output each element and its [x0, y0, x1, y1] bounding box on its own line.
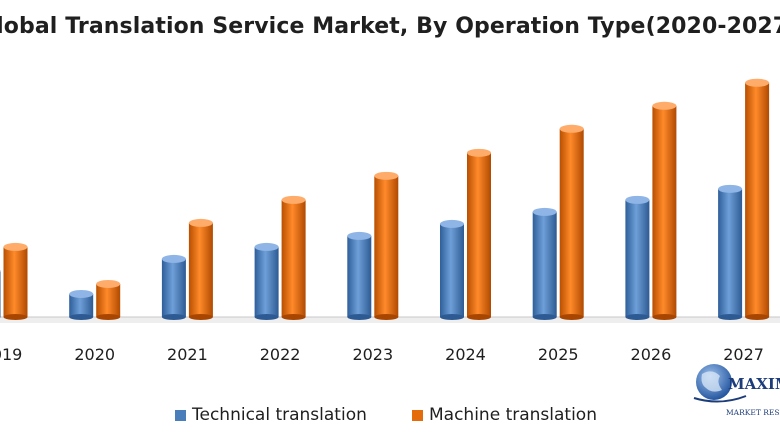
bar-machine-2026-body [652, 105, 677, 317]
bar-technical-2020 [69, 289, 94, 320]
bar-machine-2027-body [745, 82, 770, 318]
bar-technical-2026 [625, 195, 650, 320]
chart-title: Global Translation Service Market, By Op… [0, 14, 780, 39]
bar-machine-2027-cap [745, 78, 770, 87]
legend: Technical translation Machine translatio… [0, 405, 780, 427]
bar-technical-2023-body [347, 235, 372, 317]
bar-machine-2020-body [96, 283, 121, 317]
bar-machine-2019-body [3, 246, 28, 317]
bar-machine-2020-base [96, 314, 121, 320]
legend-item-technical[interactable]: Technical translation [175, 405, 367, 425]
bar-technical-2019-body [0, 270, 1, 317]
bar-technical-2024 [440, 219, 464, 320]
bar-machine-2020 [96, 279, 121, 320]
bar-technical-2025-cap [532, 207, 557, 216]
bar-machine-2025 [559, 124, 584, 320]
bar-technical-2026-body [625, 199, 650, 317]
globe-land-icon [701, 371, 722, 392]
bar-technical-2027-body [718, 188, 743, 317]
bar-machine-2027-base [745, 314, 770, 320]
bar-machine-2020-cap [96, 279, 121, 288]
logo-swoosh-icon [693, 395, 747, 403]
bar-machine-2021-base [188, 314, 213, 320]
x-tick-2021: 2021 [167, 345, 208, 364]
bar-machine-2024-base [467, 314, 491, 320]
logo-tagline: MARKET RESE [726, 408, 780, 417]
bar-technical-2027-cap [718, 184, 743, 193]
bar-machine-2023-body [374, 175, 399, 317]
bar-technical-2024-base [440, 314, 464, 320]
bar-technical-2022-body [254, 246, 279, 317]
bar-machine-2025-base [559, 314, 584, 320]
bar-technical-2025 [532, 207, 557, 320]
bar-machine-2022-body [281, 199, 306, 317]
bar-machine-2024-body [467, 152, 491, 317]
legend-label-technical: Technical translation [192, 405, 367, 425]
bar-machine-2021 [188, 218, 213, 320]
bar-technical-2023-cap [347, 231, 372, 240]
bar-technical-2022-base [254, 314, 279, 320]
bar-technical-2020-body [69, 293, 94, 317]
bar-technical-2026-base [625, 314, 650, 320]
bar-machine-2019-base [3, 314, 28, 320]
bar-machine-2022-base [281, 314, 306, 320]
bar-machine-2021-body [188, 222, 213, 317]
x-tick-2025: 2025 [538, 345, 579, 364]
bar-technical-2025-body [532, 211, 557, 317]
legend-label-machine: Machine translation [429, 405, 597, 425]
bar-technical-2019-cap [0, 269, 1, 273]
bar-machine-2023-cap [374, 171, 399, 180]
bar-machine-2023-base [374, 314, 399, 320]
bar-technical-2027-base [718, 314, 743, 320]
bar-technical-2019 [0, 269, 1, 318]
bar-technical-2021-body [161, 258, 186, 317]
bar-machine-2021-cap [188, 218, 213, 227]
bar-machine-2023 [374, 171, 399, 320]
x-tick-2020: 2020 [74, 345, 115, 364]
x-tick-2023: 2023 [352, 345, 393, 364]
bar-technical-2020-base [69, 314, 94, 320]
bar-technical-2021-base [161, 314, 186, 320]
x-tick-2019: 2019 [0, 345, 22, 364]
bar-group [0, 78, 770, 320]
bar-technical-2025-base [532, 314, 557, 320]
bar-machine-2024 [467, 148, 491, 320]
x-axis-ticks: 2019 2020 2021 2022 2023 2024 2025 2026 2027 [0, 345, 764, 364]
x-tick-2024: 2024 [445, 345, 486, 364]
bar-technical-2019-base [0, 316, 1, 318]
bar-technical-2021 [161, 254, 186, 320]
legend-swatch-technical [175, 409, 186, 421]
bar-technical-2022 [254, 242, 279, 320]
bar-machine-2026-base [652, 314, 677, 320]
bar-machine-2022-cap [281, 195, 306, 204]
x-tick-2022: 2022 [260, 345, 301, 364]
bar-machine-2027 [745, 78, 770, 320]
x-tick-2027: 2027 [723, 345, 764, 364]
bar-machine-2025-cap [559, 124, 584, 133]
bar-machine-2026-cap [652, 101, 677, 110]
bar-technical-2024-body [440, 223, 464, 317]
bar-machine-2019 [3, 242, 28, 320]
bar-technical-2023 [347, 231, 372, 320]
bar-machine-2022 [281, 195, 306, 320]
bar-technical-2027 [718, 184, 743, 320]
bar-machine-2025-body [559, 128, 584, 317]
x-tick-2026: 2026 [631, 345, 672, 364]
bar-technical-2020-cap [69, 289, 94, 298]
bar-technical-2021-cap [161, 254, 186, 263]
bar-machine-2019-cap [3, 242, 28, 251]
legend-item-machine[interactable]: Machine translation [412, 405, 597, 425]
bar-technical-2022-cap [254, 242, 279, 251]
bar-technical-2024-cap [440, 219, 464, 228]
legend-swatch-machine [412, 409, 423, 421]
bar-technical-2026-cap [625, 195, 650, 204]
bar-machine-2026 [652, 101, 677, 320]
bar-technical-2023-base [347, 314, 372, 320]
bar-machine-2024-cap [467, 148, 491, 157]
